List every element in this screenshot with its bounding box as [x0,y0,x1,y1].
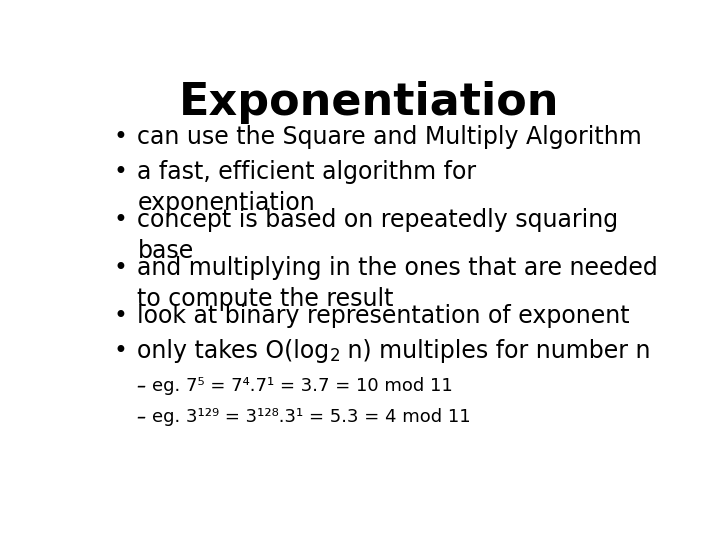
Text: eg. 3¹²⁹ = 3¹²⁸.3¹ = 5.3 = 4 mod 11: eg. 3¹²⁹ = 3¹²⁸.3¹ = 5.3 = 4 mod 11 [152,408,471,426]
Text: •: • [114,208,127,232]
Text: –: – [138,377,152,395]
Text: Exponentiation: Exponentiation [179,82,559,124]
Text: n) multiples for number n: n) multiples for number n [340,339,651,363]
Text: look at binary representation of exponent: look at binary representation of exponen… [138,304,630,328]
Text: •: • [114,256,127,280]
Text: •: • [114,304,127,328]
Text: –: – [138,408,152,426]
Text: only takes O(log: only takes O(log [138,339,330,363]
Text: a fast, efficient algorithm for
exponentiation: a fast, efficient algorithm for exponent… [138,160,477,215]
Text: •: • [114,160,127,185]
Text: –: – [138,408,152,426]
Text: concept is based on repeatedly squaring
base: concept is based on repeatedly squaring … [138,208,618,263]
Text: can use the Square and Multiply Algorithm: can use the Square and Multiply Algorith… [138,125,642,149]
Text: eg. 7⁵ = 7⁴.7¹ = 3.7 = 10 mod 11: eg. 7⁵ = 7⁴.7¹ = 3.7 = 10 mod 11 [152,377,453,395]
Text: 2: 2 [330,347,340,364]
Text: •: • [114,339,127,363]
Text: •: • [114,125,127,149]
Text: and multiplying in the ones that are needed
to compute the result: and multiplying in the ones that are nee… [138,256,658,310]
Text: –: – [138,377,152,395]
